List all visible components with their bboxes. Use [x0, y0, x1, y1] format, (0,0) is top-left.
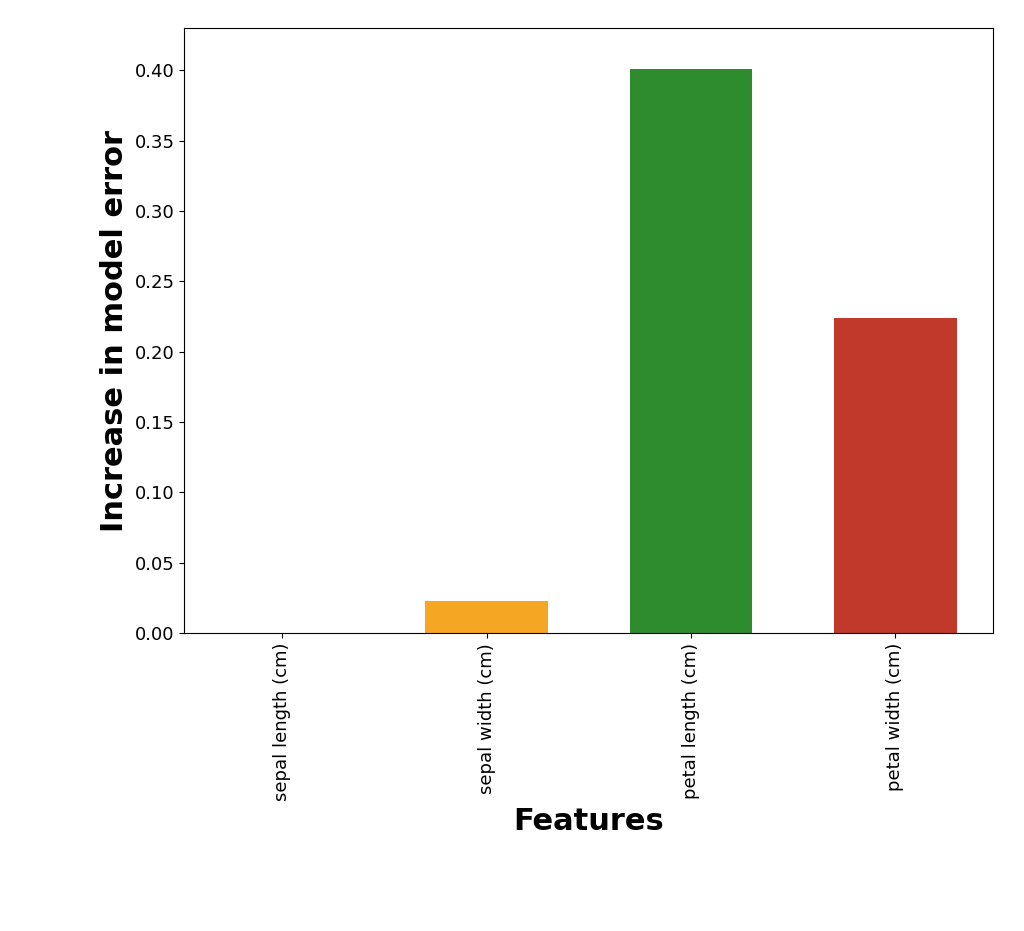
X-axis label: Features: Features: [513, 807, 665, 836]
Y-axis label: Increase in model error: Increase in model error: [100, 129, 129, 532]
Bar: [630, 69, 753, 633]
Bar: [834, 317, 956, 633]
Bar: [425, 600, 548, 633]
